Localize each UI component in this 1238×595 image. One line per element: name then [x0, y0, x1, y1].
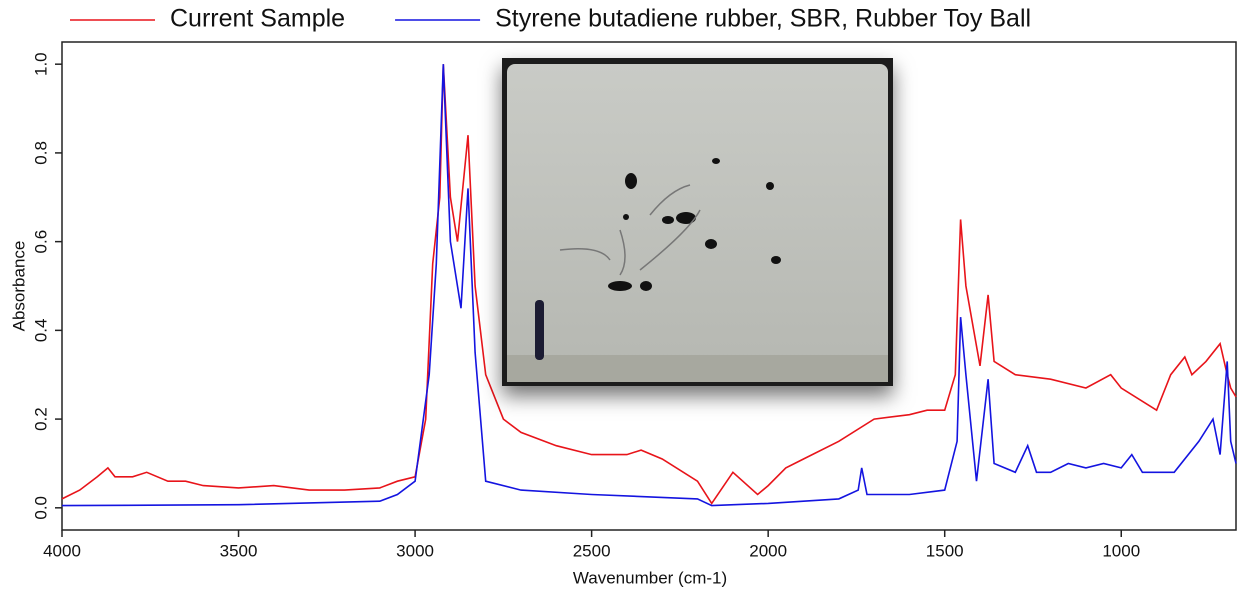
- legend: Current Sample Styrene butadiene rubber, …: [70, 5, 1031, 33]
- y-tick-label: 0.2: [31, 407, 50, 431]
- x-tick-label: 2000: [749, 541, 787, 560]
- plot-area: 4000 3500 3000 2500 2000 1500 1000 0.0 0.2 0.4 0.6…: [31, 41, 1237, 560]
- y-tick-label: 0.0: [31, 496, 50, 520]
- inset-photo: [502, 58, 893, 386]
- y-tick-label: 0.4: [31, 319, 50, 343]
- x-tick-label: 3000: [396, 541, 434, 560]
- plot-frame: [61, 41, 1237, 531]
- x-tick-label: 1500: [926, 541, 964, 560]
- x-tick-label: 4000: [43, 541, 81, 560]
- x-tick-label: 3500: [220, 541, 258, 560]
- y-tick-label: 1.0: [31, 52, 50, 76]
- legend-label: Current Sample: [170, 5, 345, 33]
- y-tick-label: 0.8: [31, 141, 50, 165]
- series-line: [61, 64, 1237, 507]
- legend-label: Styrene butadiene rubber, SBR, Rubber To…: [495, 5, 1031, 33]
- x-tick-label: 2500: [573, 541, 611, 560]
- y-axis-label: Absorbance: [9, 241, 28, 332]
- x-axis-label: Wavenumber (cm-1): [573, 568, 727, 587]
- x-tick-label: 1000: [1102, 541, 1140, 560]
- y-tick-label: 0.6: [31, 230, 50, 254]
- series-line: [61, 64, 1237, 505]
